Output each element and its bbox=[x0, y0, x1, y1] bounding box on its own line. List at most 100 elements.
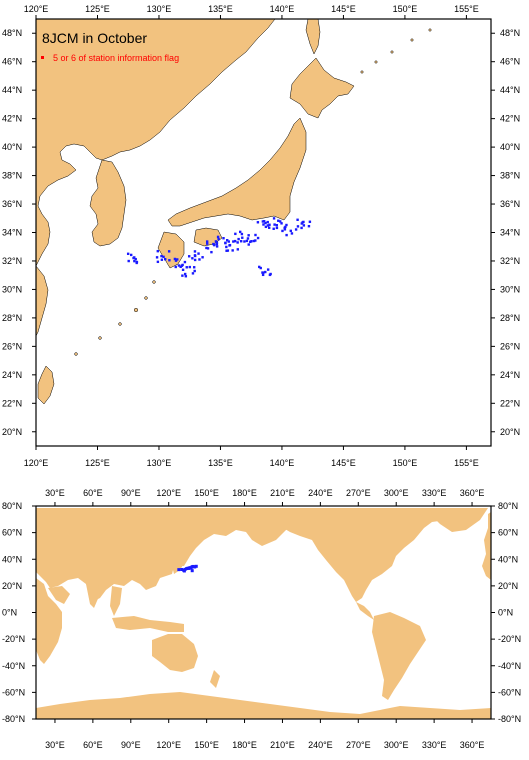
station-point bbox=[227, 240, 230, 243]
station-point bbox=[215, 245, 219, 248]
station-point bbox=[173, 257, 177, 261]
global-station-point bbox=[177, 568, 181, 572]
y-tick-label-left: 22°N bbox=[2, 398, 22, 408]
global-x-tick-label-bottom: 180°E bbox=[232, 740, 257, 750]
station-point bbox=[215, 242, 219, 246]
station-point bbox=[185, 266, 188, 269]
land-eurasia bbox=[36, 508, 300, 600]
global-x-tick-label-bottom: 90°E bbox=[121, 740, 141, 750]
station-point bbox=[156, 249, 159, 253]
y-tick-label-right: 36°N bbox=[500, 199, 520, 209]
station-point bbox=[135, 260, 139, 264]
station-point bbox=[210, 250, 213, 254]
global-x-tick-label-bottom: 210°E bbox=[270, 740, 295, 750]
station-point bbox=[179, 265, 182, 269]
global-y-tick-label-right: 0°N bbox=[498, 608, 513, 618]
station-point bbox=[197, 252, 200, 255]
x-tick-label-bottom: 145°E bbox=[331, 458, 356, 468]
station-point bbox=[225, 245, 228, 249]
y-tick-label-left: 42°N bbox=[2, 114, 22, 124]
station-point bbox=[237, 237, 240, 241]
station-point bbox=[206, 242, 209, 245]
x-tick-label-bottom: 150°E bbox=[393, 458, 418, 468]
station-point bbox=[249, 240, 252, 244]
global-x-tick-label-bottom: 120°E bbox=[156, 740, 181, 750]
station-point bbox=[236, 241, 239, 244]
x-tick-label-top: 130°E bbox=[147, 4, 172, 14]
station-point bbox=[214, 240, 218, 243]
station-point bbox=[167, 250, 171, 253]
land-indochina bbox=[110, 586, 122, 616]
land-ryukyu-1 bbox=[152, 280, 156, 284]
global-y-tick-label-left: -20°N bbox=[2, 634, 25, 644]
station-point bbox=[302, 220, 305, 224]
land-ryukyu-5 bbox=[98, 336, 102, 340]
y-tick-label-left: 20°N bbox=[2, 427, 22, 437]
station-point bbox=[289, 229, 292, 233]
station-point bbox=[226, 249, 230, 252]
x-tick-label-top: 145°E bbox=[331, 4, 356, 14]
y-tick-label-left: 32°N bbox=[2, 256, 22, 266]
station-point bbox=[226, 239, 229, 242]
station-point bbox=[261, 273, 265, 277]
y-tick-label-right: 38°N bbox=[500, 171, 520, 181]
global-y-tick-label-left: 80°N bbox=[2, 501, 22, 511]
land-hokkaido bbox=[289, 57, 355, 119]
y-tick-label-right: 26°N bbox=[500, 341, 520, 351]
x-tick-label-bottom: 130°E bbox=[147, 458, 172, 468]
map-title: 8JCM in October bbox=[42, 30, 147, 46]
station-point bbox=[184, 275, 188, 278]
station-point bbox=[275, 226, 279, 230]
station-point bbox=[231, 249, 234, 252]
station-point bbox=[241, 236, 244, 239]
global-x-tick-label-top: 60°E bbox=[83, 488, 103, 498]
station-point bbox=[258, 265, 261, 269]
global-x-tick-label-bottom: 150°E bbox=[194, 740, 219, 750]
land-kuril-4 bbox=[410, 38, 414, 42]
station-point bbox=[198, 258, 201, 261]
y-tick-label-left: 48°N bbox=[2, 28, 22, 38]
global-y-tick-label-left: -80°N bbox=[2, 714, 25, 724]
station-point bbox=[162, 255, 165, 259]
station-point bbox=[163, 257, 167, 261]
land-japan bbox=[172, 550, 186, 574]
station-point bbox=[285, 233, 288, 237]
global-x-tick-label-top: 30°E bbox=[45, 488, 65, 498]
station-point bbox=[266, 268, 270, 271]
global-y-tick-label-right: -20°N bbox=[498, 634, 521, 644]
station-point bbox=[193, 258, 197, 262]
global-x-tick-label-top: 90°E bbox=[121, 488, 141, 498]
x-tick-label-bottom: 125°E bbox=[85, 458, 110, 468]
legend-marker bbox=[41, 56, 44, 59]
x-tick-label-top: 135°E bbox=[208, 4, 233, 14]
station-point bbox=[261, 220, 265, 223]
x-tick-label-bottom: 155°E bbox=[454, 458, 479, 468]
x-tick-label-bottom: 135°E bbox=[208, 458, 233, 468]
x-tick-label-bottom: 120°E bbox=[24, 458, 49, 468]
global-y-tick-label-left: 20°N bbox=[2, 581, 22, 591]
land-arabia bbox=[48, 586, 70, 604]
global-y-tick-label-left: 40°N bbox=[2, 554, 22, 564]
y-tick-label-right: 20°N bbox=[500, 427, 520, 437]
land-africa bbox=[36, 578, 62, 664]
station-point bbox=[277, 219, 280, 222]
y-tick-label-right: 22°N bbox=[500, 398, 520, 408]
x-tick-label-bottom: 140°E bbox=[270, 458, 295, 468]
station-point bbox=[302, 224, 306, 227]
land-australia bbox=[152, 634, 198, 672]
land-ryukyu-2 bbox=[144, 296, 148, 300]
station-point bbox=[261, 271, 264, 274]
station-point bbox=[256, 221, 260, 224]
station-point bbox=[193, 254, 197, 258]
global-y-tick-label-left: -60°N bbox=[2, 687, 25, 697]
station-point bbox=[239, 240, 243, 243]
station-point bbox=[191, 272, 195, 275]
station-point bbox=[245, 239, 249, 243]
land-kuril-1 bbox=[360, 70, 364, 74]
station-point bbox=[129, 253, 133, 257]
station-point bbox=[264, 225, 268, 229]
y-tick-label-right: 40°N bbox=[500, 142, 520, 152]
station-point bbox=[307, 224, 311, 228]
global-y-tick-label-left: 60°N bbox=[2, 528, 22, 538]
